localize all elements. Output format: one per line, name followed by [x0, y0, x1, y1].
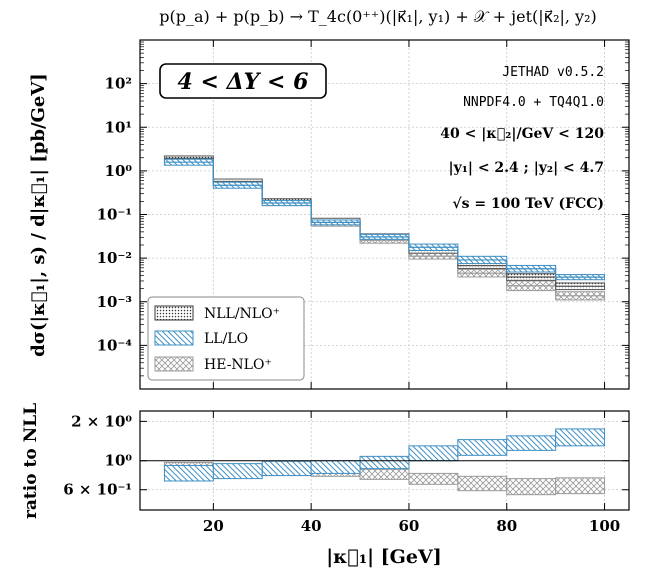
ratio-plot-frame — [139, 410, 630, 511]
ratio-ticks: 2 × 10⁰ 10⁰ 6 × 10⁻¹ 20 40 60 80 100 — [63, 411, 629, 535]
ratio-y-axis-label: ratio to NLL — [21, 403, 41, 519]
ratio-band-ll-bin — [261, 460, 312, 477]
legend-swatch-ll — [154, 330, 194, 346]
pdf-set-label: NNPDF4.0 + TQ4Q1.0 — [463, 95, 604, 110]
ratio-band-he-bin — [506, 478, 557, 496]
rapidity-range-label: 4 < ΔY < 6 — [178, 69, 309, 95]
legend-swatch-he — [154, 356, 194, 372]
main-y-axis-label: dσ(|κ⃗₁|, s) / d|κ⃗₁| [pb/GeV] — [28, 73, 49, 357]
legend: NLL/NLO⁺ LL/LO HE-NLO⁺ — [147, 296, 305, 381]
ratio-band-he-bin — [408, 472, 459, 485]
legend-label-nll: NLL/NLO⁺ — [204, 306, 280, 322]
figure-title: p(p_a) + p(p_b) → T_4c(0⁺⁺)(|κ⃗₁|, y₁) +… — [159, 7, 597, 26]
ratio-y-tick-label: 2 × 10⁰ — [71, 412, 132, 430]
x-tick-label: 100 — [589, 517, 620, 535]
main-plot-frame — [139, 39, 630, 390]
main-y-tick-label: 10⁰ — [105, 162, 133, 180]
ratio-band-ll-bin — [163, 464, 214, 482]
ratio-y-tick-label: 10⁰ — [105, 452, 133, 470]
x-tick-label: 80 — [496, 517, 517, 535]
code-version-label: JETHAD v0.5.2 — [502, 65, 604, 80]
ratio-bands — [140, 428, 629, 496]
ratio-band-ll-bin — [212, 463, 263, 480]
ratio-band-ll-bin — [506, 435, 557, 451]
main-y-tick-label: 10⁻³ — [97, 293, 132, 311]
ratio-band-he-bin — [457, 475, 508, 492]
step-ll-central — [164, 161, 605, 278]
x-tick-label: 60 — [399, 517, 420, 535]
main-y-tick-label: 10⁻² — [97, 249, 132, 267]
ratio-band-ll-bin — [457, 439, 508, 456]
ratio-band-he-bin — [555, 477, 606, 495]
main-y-tick-label: 10⁻¹ — [97, 206, 132, 224]
energy-label: √s = 100 TeV (FCC) — [452, 196, 604, 212]
legend-label-he: HE-NLO⁺ — [204, 357, 272, 373]
rapidity-range-box: 4 < ΔY < 6 — [159, 63, 327, 99]
ratio-band-ll-bin — [359, 455, 410, 470]
legend-swatch-nll — [154, 305, 194, 321]
main-y-tick-label: 10² — [105, 75, 132, 93]
x-tick-label: 40 — [301, 517, 322, 535]
ratio-y-tick-label: 6 × 10⁻¹ — [63, 481, 132, 499]
main-ticks: 10² 10¹ 10⁰ 10⁻¹ 10⁻² 10⁻³ 10⁻⁴ — [97, 40, 629, 389]
main-y-tick-label: 10⁻⁴ — [97, 336, 133, 354]
main-bands — [163, 155, 606, 301]
legend-label-ll: LL/LO — [204, 331, 248, 347]
rapidity-cuts-label: |y₁| < 2.4 ; |y₂| < 4.7 — [449, 160, 605, 176]
x-tick-label: 20 — [203, 517, 224, 535]
ratio-band-ll-bin — [310, 460, 361, 474]
main-y-tick-label: 10¹ — [105, 118, 132, 136]
ratio-band-he-bin — [359, 468, 410, 480]
x-axis-label: |κ⃗₁| [GeV] — [326, 546, 441, 568]
kappa2-range-label: 40 < |κ⃗₂|/GeV < 120 — [440, 126, 604, 142]
ratio-band-ll-bin — [408, 445, 459, 462]
ratio-band-ll-bin — [555, 428, 606, 447]
